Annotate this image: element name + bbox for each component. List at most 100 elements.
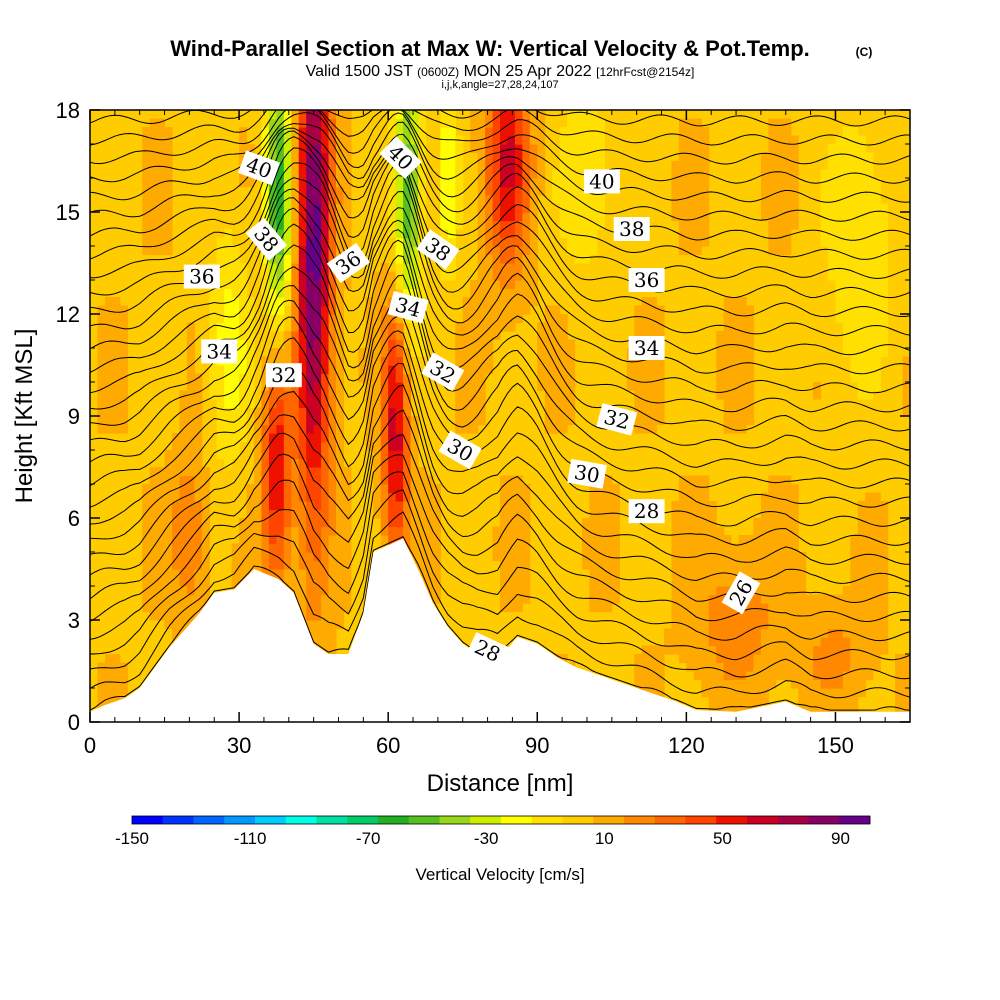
velocity-cell xyxy=(701,620,710,630)
velocity-cell xyxy=(477,246,486,256)
velocity-cell xyxy=(97,671,106,681)
velocity-cell xyxy=(194,569,203,579)
velocity-cell xyxy=(552,373,561,383)
velocity-cell xyxy=(321,152,330,162)
velocity-cell xyxy=(611,484,620,494)
velocity-cell xyxy=(775,577,784,587)
velocity-cell xyxy=(790,169,799,179)
velocity-cell xyxy=(298,135,307,145)
velocity-cell xyxy=(112,297,121,307)
velocity-cell xyxy=(403,254,412,264)
velocity-cell xyxy=(656,390,665,400)
velocity-cell xyxy=(589,118,598,128)
velocity-cell xyxy=(649,373,658,383)
velocity-cell xyxy=(850,560,859,570)
velocity-cell xyxy=(500,110,509,120)
velocity-cell xyxy=(693,611,702,621)
velocity-cell xyxy=(768,679,777,689)
velocity-cell xyxy=(395,518,404,528)
velocity-cell xyxy=(507,297,516,307)
velocity-cell xyxy=(403,288,412,298)
velocity-cell xyxy=(559,407,568,417)
velocity-cell xyxy=(157,144,166,154)
velocity-cell xyxy=(514,288,523,298)
velocity-cell xyxy=(790,501,799,511)
velocity-cell xyxy=(507,127,516,137)
velocity-cell xyxy=(693,135,702,145)
velocity-cell xyxy=(336,314,345,324)
velocity-cell xyxy=(172,518,181,528)
velocity-cell xyxy=(872,373,881,383)
velocity-cell xyxy=(410,237,419,247)
velocity-cell xyxy=(239,382,248,392)
velocity-cell xyxy=(447,237,456,247)
theta-contour xyxy=(90,110,910,184)
velocity-cell xyxy=(194,560,203,570)
velocity-cell xyxy=(596,518,605,528)
velocity-cell xyxy=(880,552,889,562)
velocity-cell xyxy=(514,509,523,519)
velocity-cell xyxy=(604,526,613,536)
velocity-cell xyxy=(283,280,292,290)
velocity-cell xyxy=(268,280,277,290)
velocity-cell xyxy=(649,662,658,672)
velocity-cell xyxy=(440,220,449,230)
velocity-cell xyxy=(112,356,121,366)
velocity-cell xyxy=(186,390,195,400)
velocity-cell xyxy=(321,365,330,375)
velocity-cell xyxy=(872,560,881,570)
velocity-cell xyxy=(283,110,292,120)
velocity-cell xyxy=(604,577,613,587)
velocity-cell xyxy=(514,314,523,324)
velocity-cell xyxy=(283,509,292,519)
velocity-cell xyxy=(872,594,881,604)
velocity-cell xyxy=(268,297,277,307)
velocity-cell xyxy=(589,144,598,154)
velocity-cell xyxy=(872,611,881,621)
velocity-cell xyxy=(500,212,509,222)
velocity-cell xyxy=(701,212,710,222)
velocity-cell xyxy=(678,203,687,213)
velocity-cell xyxy=(507,552,516,562)
velocity-cell xyxy=(790,569,799,579)
velocity-cell xyxy=(753,586,762,596)
velocity-cell xyxy=(328,569,337,579)
velocity-cell xyxy=(656,688,665,698)
velocity-cell xyxy=(507,569,516,579)
velocity-cell xyxy=(641,297,650,307)
velocity-cell xyxy=(380,373,389,383)
velocity-cell xyxy=(567,110,576,120)
velocity-cell xyxy=(239,314,248,324)
velocity-cell xyxy=(529,271,538,281)
velocity-cell xyxy=(306,458,315,468)
velocity-cell xyxy=(164,186,173,196)
velocity-cell xyxy=(179,433,188,443)
velocity-cell xyxy=(485,169,494,179)
velocity-cell xyxy=(708,569,717,579)
velocity-cell xyxy=(268,407,277,417)
velocity-cell xyxy=(820,195,829,205)
velocity-cell xyxy=(537,348,546,358)
velocity-cell xyxy=(179,450,188,460)
velocity-cell xyxy=(805,696,814,706)
velocity-cell xyxy=(119,679,128,689)
velocity-cell xyxy=(418,203,427,213)
velocity-cell xyxy=(872,645,881,655)
velocity-cell xyxy=(768,161,777,171)
velocity-cell xyxy=(306,186,315,196)
velocity-cell xyxy=(775,118,784,128)
velocity-cell xyxy=(552,178,561,188)
velocity-cell xyxy=(298,178,307,188)
velocity-cell xyxy=(164,569,173,579)
velocity-cell xyxy=(261,518,270,528)
velocity-cell xyxy=(589,603,598,613)
velocity-cell xyxy=(686,535,695,545)
velocity-cell xyxy=(522,305,531,315)
velocity-cell xyxy=(172,586,181,596)
velocity-cell xyxy=(813,637,822,647)
velocity-cell xyxy=(746,339,755,349)
velocity-cell xyxy=(544,382,553,392)
velocity-cell xyxy=(514,475,523,485)
velocity-cell xyxy=(336,407,345,417)
velocity-cell xyxy=(306,611,315,621)
